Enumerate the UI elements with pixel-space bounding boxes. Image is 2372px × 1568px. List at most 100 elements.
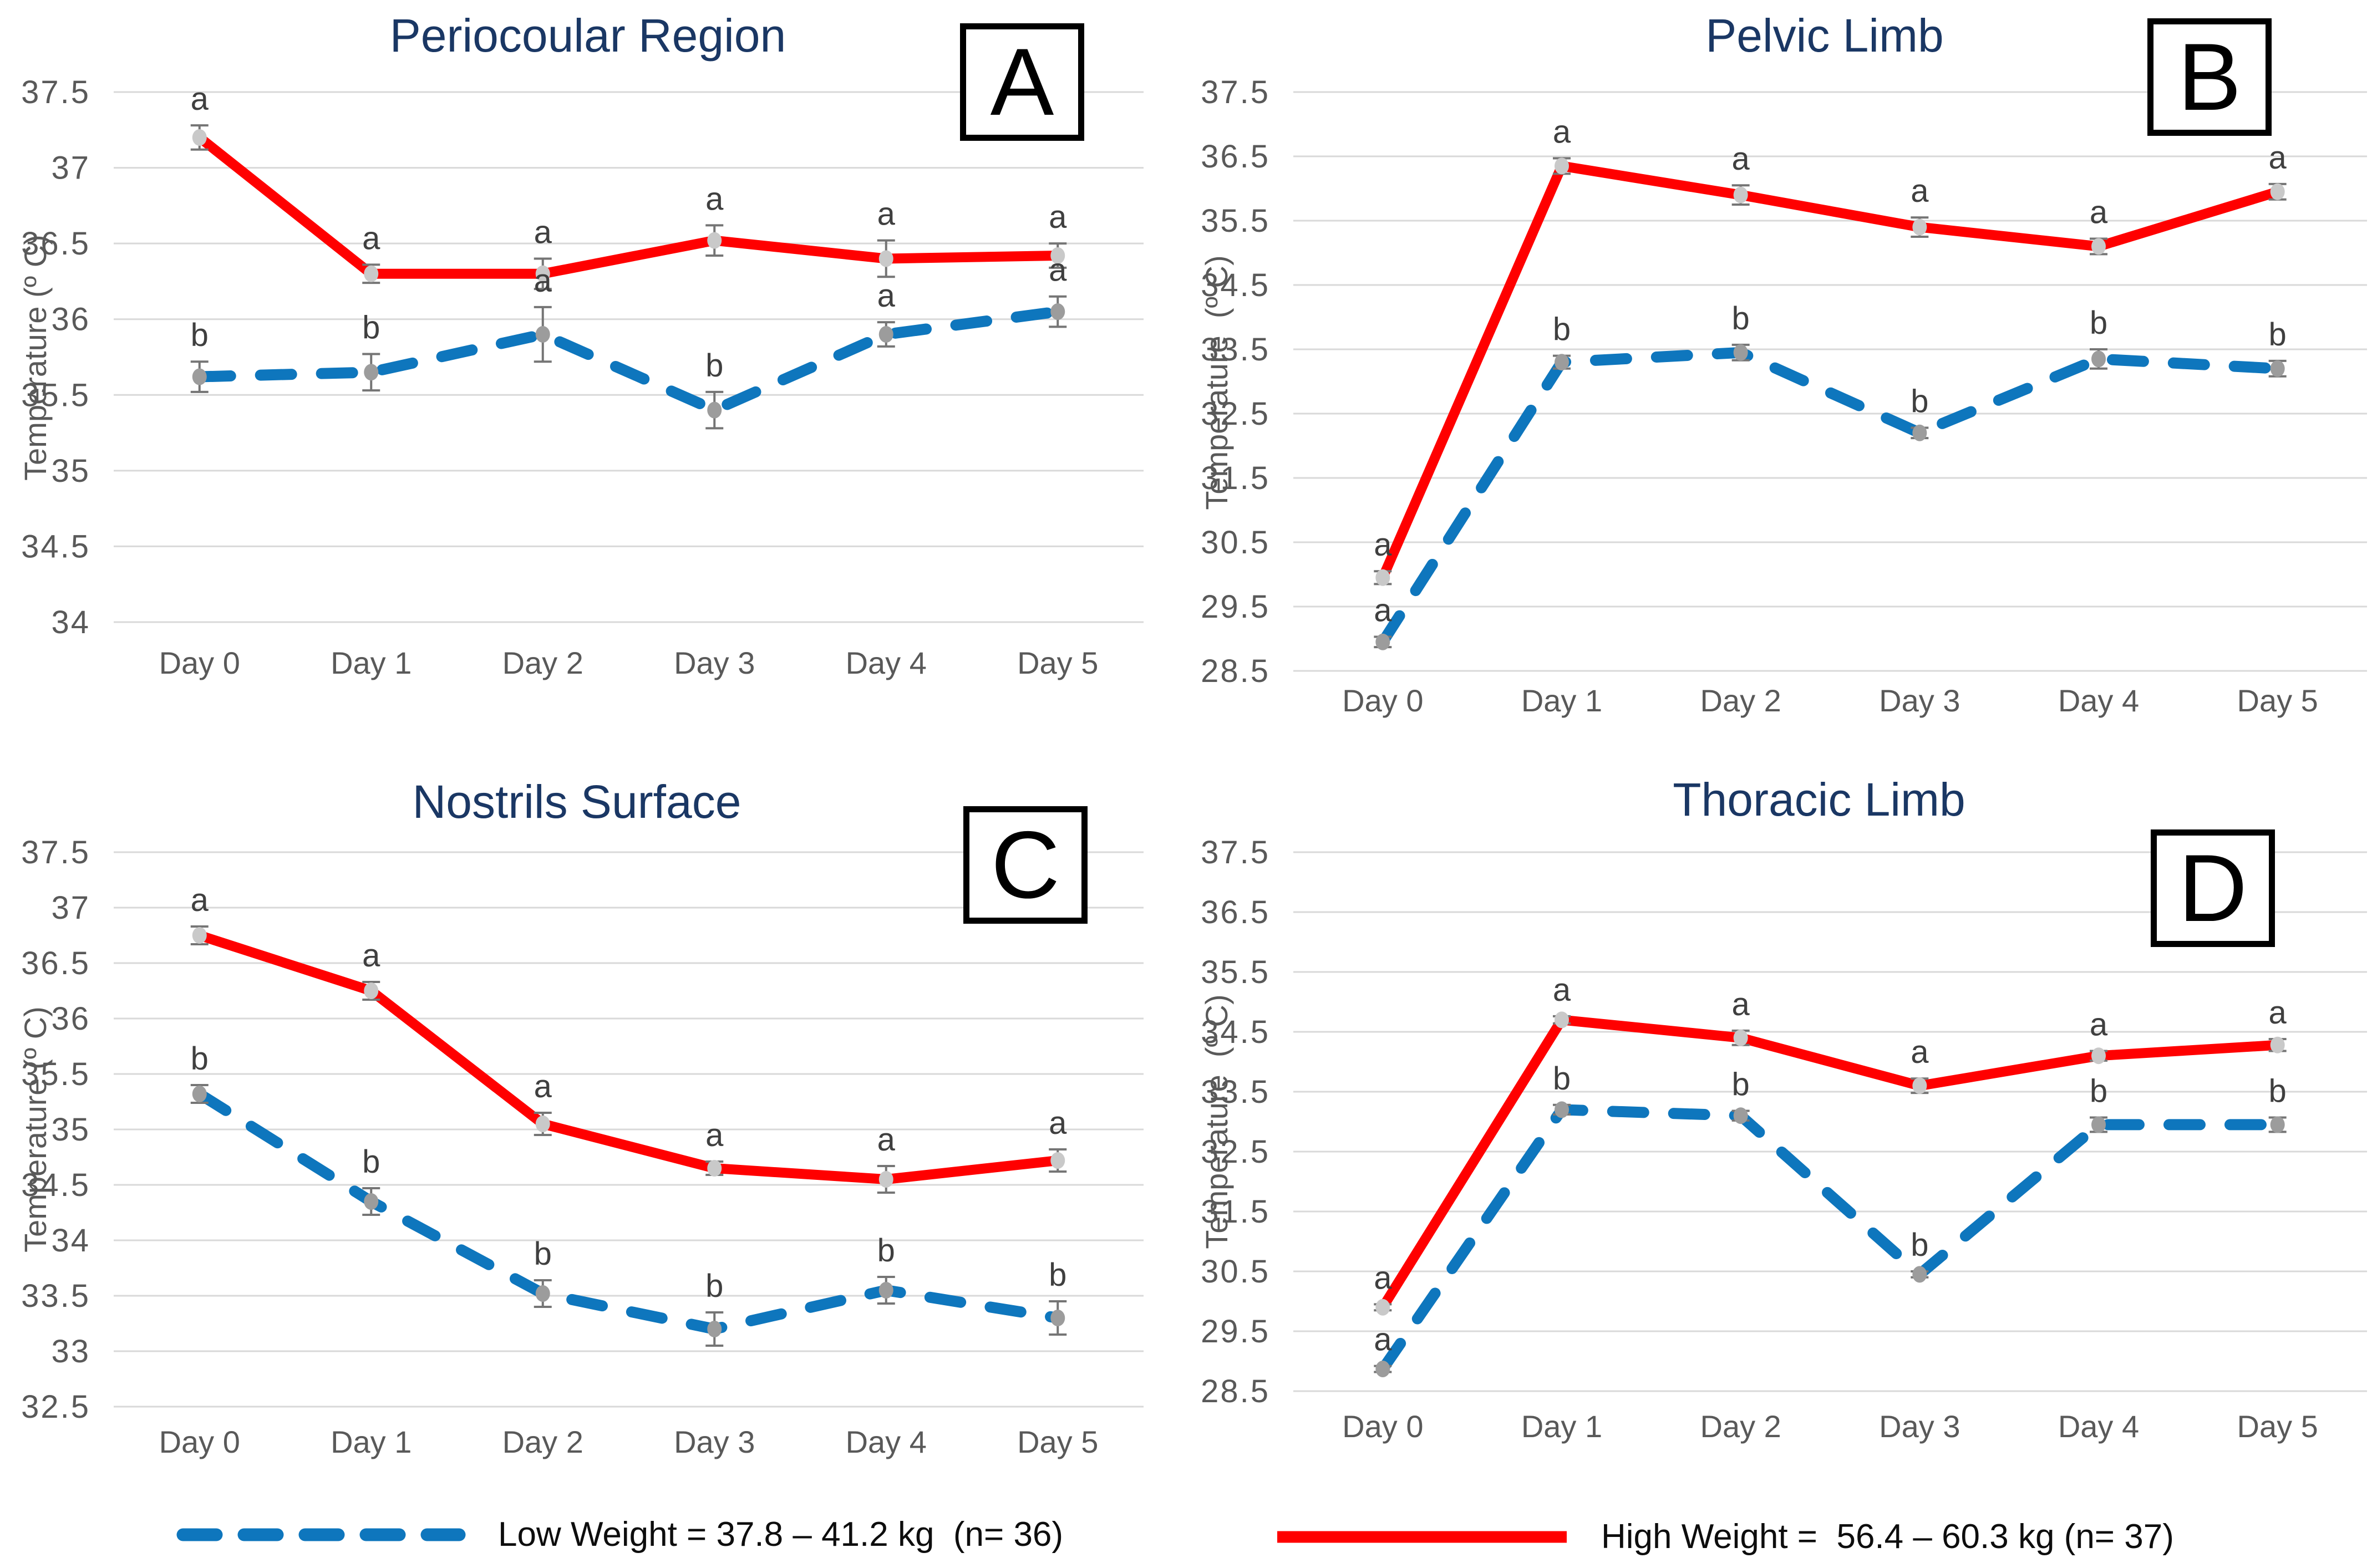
data-point-marker <box>1375 1361 1390 1378</box>
significance-letter: b <box>1732 1067 1750 1103</box>
x-tick-label: Day 2 <box>502 645 583 680</box>
x-tick-label: Day 1 <box>1521 1409 1602 1444</box>
y-tick-label: 33.5 <box>1201 1074 1270 1110</box>
significance-letter: a <box>1553 972 1571 1008</box>
panel-c-y-axis-title: Temperature (º C) <box>18 1006 53 1253</box>
y-tick-label: 35.5 <box>21 377 90 413</box>
series-line-high-weight <box>197 930 1059 1184</box>
low-weight-dashed-line-swatch <box>176 1528 466 1541</box>
y-tick-label: 33 <box>51 1333 90 1370</box>
significance-letter: a <box>1553 114 1571 150</box>
data-point-marker <box>1050 303 1065 320</box>
x-tick-label: Day 0 <box>1342 1409 1423 1444</box>
significance-letter: b <box>191 317 209 353</box>
y-tick-label: 33.5 <box>21 1278 90 1314</box>
series-line-high-weight <box>1378 161 2279 580</box>
data-point-marker <box>1375 633 1390 650</box>
y-tick-label: 30.5 <box>1201 525 1270 561</box>
x-tick-label: Day 1 <box>1521 683 1602 718</box>
data-point-marker <box>707 401 722 419</box>
series-line-low-weight <box>194 306 1064 416</box>
x-tick-label: Day 3 <box>674 1424 755 1459</box>
significance-letter: b <box>2090 305 2107 341</box>
data-point-marker <box>2091 238 2106 255</box>
significance-letter: a <box>1911 173 1929 209</box>
significance-letter: b <box>1553 1061 1571 1097</box>
significance-letter: b <box>1049 1257 1066 1293</box>
data-point-marker <box>2091 350 2106 368</box>
significance-letter: a <box>362 938 380 974</box>
significance-letter: a <box>1732 141 1750 177</box>
data-point-marker <box>192 368 207 385</box>
data-point-marker <box>2270 1036 2285 1053</box>
data-point-marker <box>535 326 550 343</box>
legend-label-high-weight: High Weight = 56.4 – 60.3 kg (n= 37) <box>1601 1518 2174 1556</box>
significance-letter: a <box>1732 986 1750 1022</box>
data-point-marker <box>535 265 550 282</box>
significance-letter: a <box>2269 995 2287 1031</box>
significance-letter: a <box>1374 1322 1392 1358</box>
panel-c-letter: C <box>991 812 1060 918</box>
significance-letter: b <box>705 348 723 384</box>
significance-letter: b <box>1911 1227 1928 1263</box>
panel-c-letter-box: C <box>963 806 1088 924</box>
panel-d-y-axis-title: Temperature (º C) <box>1199 994 1234 1249</box>
significance-letter: a <box>877 196 896 232</box>
significance-letter: a <box>534 214 552 250</box>
significance-letter: a <box>1374 593 1392 629</box>
significance-letter: b <box>534 1236 552 1272</box>
panel-b-letter: B <box>2177 24 2242 130</box>
data-point-marker <box>1050 1310 1065 1326</box>
significance-letter: a <box>2269 140 2287 176</box>
x-tick-label: Day 0 <box>159 1424 240 1459</box>
y-tick-label: 31.5 <box>1201 460 1270 496</box>
x-tick-label: Day 5 <box>1017 1424 1098 1459</box>
x-tick-label: Day 5 <box>2237 1409 2318 1444</box>
y-tick-label: 35.5 <box>1201 954 1270 990</box>
significance-letter: b <box>1732 301 1750 337</box>
y-tick-label: 37.5 <box>1201 74 1270 110</box>
y-tick-label: 34.5 <box>21 528 90 564</box>
significance-letter: a <box>191 882 209 918</box>
significance-letter: a <box>362 220 380 256</box>
y-tick-label: 37 <box>51 890 90 926</box>
panel-c: 37.5 37 36.5 36 35.5 35 34.5 34 33.5 33 32.5 Day 0 D… <box>21 834 1144 1459</box>
y-tick-label: 32.5 <box>1201 396 1270 432</box>
x-tick-label: Day 2 <box>1700 1409 1781 1444</box>
x-tick-label: Day 2 <box>1700 683 1781 718</box>
y-tick-label: 28.5 <box>1201 653 1270 689</box>
data-point-marker <box>878 1171 893 1188</box>
panel-b-title: Pelvic Limb <box>1705 9 1944 62</box>
y-tick-label: 35.5 <box>21 1056 90 1092</box>
series-line-low-weight <box>1377 347 2283 648</box>
data-point-marker <box>1375 1299 1390 1316</box>
data-point-marker <box>1555 157 1569 175</box>
y-tick-label: 30.5 <box>1201 1254 1270 1290</box>
y-tick-label: 32.5 <box>1201 1134 1270 1170</box>
data-point-marker <box>1375 569 1390 586</box>
significance-letter: a <box>705 181 724 217</box>
data-point-marker <box>1912 218 1927 236</box>
x-tick-label: Day 4 <box>846 645 927 680</box>
significance-letter: a <box>877 1122 896 1158</box>
significance-letter: a <box>1374 527 1392 563</box>
y-tick-label: 28.5 <box>1201 1373 1270 1409</box>
significance-letter: a <box>705 1117 724 1153</box>
data-point-marker <box>1050 1152 1065 1169</box>
significance-letter: a <box>1911 1034 1929 1070</box>
panel-b-letter-box: B <box>2147 18 2272 136</box>
y-tick-label: 36.5 <box>21 226 90 262</box>
data-point-marker <box>1912 424 1927 441</box>
x-tick-label: Day 5 <box>1017 645 1098 680</box>
significance-letter: a <box>2090 194 2108 230</box>
x-tick-label: Day 4 <box>846 1424 927 1459</box>
x-tick-label: Day 3 <box>1879 1409 1960 1444</box>
data-point-marker <box>2091 1047 2106 1065</box>
x-tick-label: Day 0 <box>159 645 240 680</box>
series-line-low-weight <box>194 1088 1064 1335</box>
significance-letter: b <box>705 1268 723 1304</box>
y-tick-label: 37 <box>51 150 90 186</box>
y-tick-label: 35.5 <box>1201 203 1270 239</box>
